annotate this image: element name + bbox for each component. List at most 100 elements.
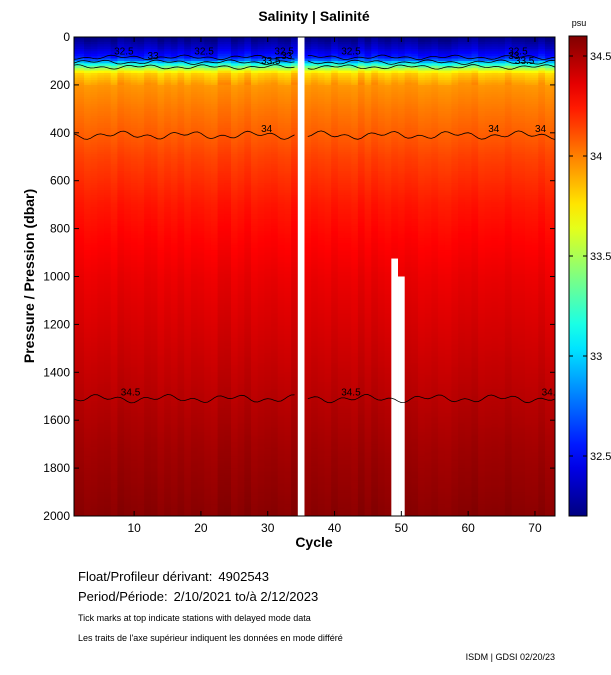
salinity-cell xyxy=(124,44,132,48)
salinity-cell xyxy=(97,60,105,64)
salinity-cell xyxy=(77,39,85,43)
salinity-cell xyxy=(124,326,132,330)
salinity-cell xyxy=(117,216,125,220)
salinity-cell xyxy=(117,281,125,285)
salinity-cell xyxy=(97,207,105,211)
salinity-cell xyxy=(90,209,98,213)
salinity-cell xyxy=(150,264,159,268)
x-axis-label: Cycle xyxy=(295,534,333,550)
salinity-cell xyxy=(130,329,139,333)
salinity-cell xyxy=(110,99,119,103)
salinity-cell xyxy=(130,441,139,445)
salinity-cell xyxy=(110,139,119,143)
salinity-cell xyxy=(110,231,119,234)
salinity-cell xyxy=(110,513,119,516)
salinity-cell xyxy=(137,221,145,225)
salinity-cell xyxy=(97,362,105,366)
salinity-cell xyxy=(124,128,132,132)
salinity-cell xyxy=(150,147,159,151)
salinity-cell xyxy=(124,374,132,378)
salinity-cell xyxy=(124,487,132,491)
salinity-cell xyxy=(104,393,112,397)
salinity-cell xyxy=(144,472,152,476)
salinity-cell xyxy=(104,274,112,278)
salinity-cell xyxy=(144,310,152,314)
salinity-cell xyxy=(110,149,119,153)
salinity-cell xyxy=(150,171,159,175)
salinity-cell xyxy=(84,132,92,136)
salinity-cell xyxy=(150,214,159,218)
salinity-cell xyxy=(137,216,145,220)
salinity-cell xyxy=(104,96,112,100)
salinity-cell xyxy=(130,99,139,103)
salinity-cell xyxy=(130,427,139,431)
salinity-cell xyxy=(77,254,85,258)
salinity-cell xyxy=(137,58,145,62)
salinity-cell xyxy=(84,80,92,84)
salinity-cell xyxy=(130,480,139,484)
salinity-cell xyxy=(137,94,145,98)
salinity-cell xyxy=(74,293,78,297)
salinity-cell xyxy=(137,487,145,491)
salinity-cell xyxy=(144,195,152,199)
salinity-cell xyxy=(150,228,159,232)
salinity-cell xyxy=(74,345,78,349)
salinity-cell xyxy=(77,99,85,103)
salinity-cell xyxy=(90,300,98,304)
salinity-cell xyxy=(130,468,139,472)
salinity-cell xyxy=(84,475,92,479)
salinity-cell xyxy=(130,448,139,452)
salinity-cell xyxy=(110,293,119,297)
salinity-cell xyxy=(90,381,98,385)
salinity-cell xyxy=(104,432,112,436)
salinity-cell xyxy=(77,432,85,436)
salinity-cell xyxy=(124,331,132,335)
salinity-cell xyxy=(144,468,152,472)
salinity-cell xyxy=(84,116,92,120)
salinity-cell xyxy=(137,484,145,488)
salinity-cell xyxy=(104,494,112,498)
salinity-cell xyxy=(84,312,92,316)
salinity-cell xyxy=(137,357,145,361)
salinity-cell xyxy=(74,48,78,52)
salinity-cell xyxy=(84,367,92,371)
salinity-cell xyxy=(84,302,92,306)
salinity-cell xyxy=(74,156,78,160)
salinity-cell xyxy=(137,111,145,115)
salinity-cell xyxy=(117,163,125,167)
salinity-cell xyxy=(90,166,98,170)
salinity-cell xyxy=(124,80,132,84)
salinity-cell xyxy=(144,99,152,103)
salinity-cell xyxy=(77,262,85,266)
salinity-cell xyxy=(117,470,125,474)
salinity-cell xyxy=(130,195,139,199)
salinity-cell xyxy=(97,446,105,450)
salinity-cell xyxy=(144,137,152,141)
salinity-cell xyxy=(130,384,139,388)
salinity-cell xyxy=(97,494,105,498)
salinity-cell xyxy=(144,156,152,160)
salinity-cell xyxy=(77,444,85,448)
salinity-cell xyxy=(124,259,132,263)
salinity-cell xyxy=(110,94,119,98)
salinity-cell xyxy=(77,183,85,187)
salinity-cell xyxy=(77,111,85,115)
salinity-cell xyxy=(144,171,152,175)
salinity-cell xyxy=(97,92,105,96)
salinity-cell xyxy=(104,41,112,45)
salinity-cell xyxy=(117,434,125,438)
salinity-cell xyxy=(110,197,119,201)
salinity-cell xyxy=(137,475,145,479)
salinity-cell xyxy=(90,195,98,199)
salinity-cell xyxy=(90,180,98,184)
salinity-cell xyxy=(97,436,105,440)
salinity-cell xyxy=(110,125,119,129)
salinity-cell xyxy=(110,424,119,428)
salinity-cell xyxy=(77,439,85,443)
salinity-cell xyxy=(150,80,159,84)
salinity-cell xyxy=(124,350,132,354)
salinity-cell xyxy=(74,44,78,48)
salinity-cell xyxy=(130,300,139,304)
salinity-cell xyxy=(104,355,112,359)
salinity-cell xyxy=(90,427,98,431)
